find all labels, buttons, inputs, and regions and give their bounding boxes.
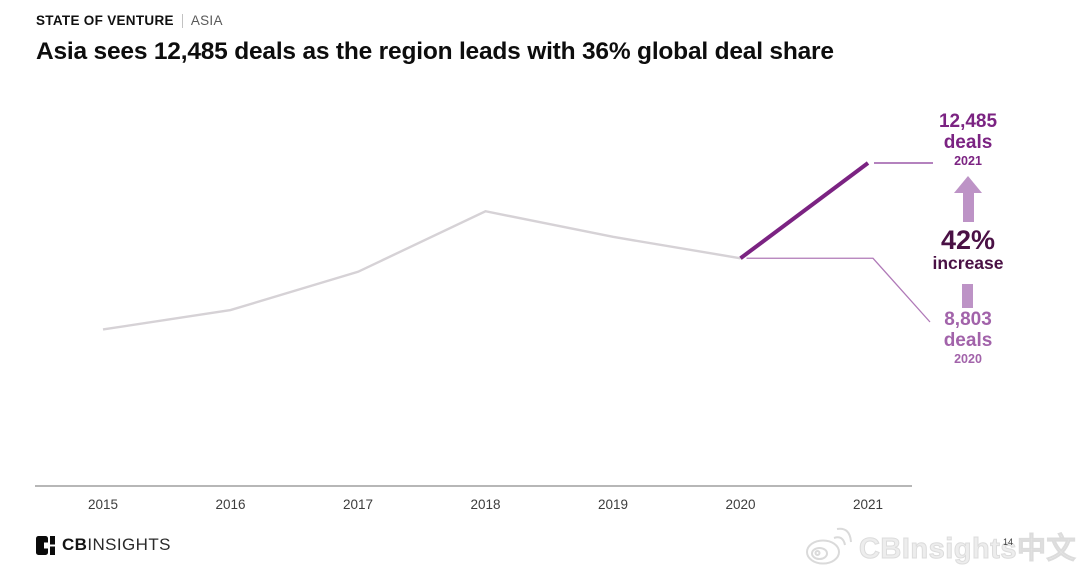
x-tick-label: 2016 [215, 497, 246, 512]
arrow-shaft [962, 193, 974, 222]
cbinsights-wordmark: CBINSIGHTS [62, 535, 171, 555]
report-series-label: STATE OF VENTURE [36, 13, 174, 28]
callout-2020-value: 8,803 [944, 309, 992, 330]
increase-label: increase [932, 253, 1004, 273]
x-tick-label: 2018 [470, 497, 501, 512]
watermark: CBInsights中文 [803, 524, 1076, 568]
x-tick-label: 2020 [725, 497, 756, 512]
page-number: 14 [1003, 537, 1014, 547]
cbinsights-logo-icon [36, 535, 55, 555]
arrow-head [954, 176, 982, 193]
kicker-divider [181, 13, 183, 28]
watermark-text: CBInsights中文 [858, 533, 1076, 566]
wordmark-cb: CB [62, 535, 88, 554]
callout-2021-unit: deals [943, 132, 993, 153]
page-title: Asia sees 12,485 deals as the region lea… [36, 38, 834, 65]
weibo-icon [805, 527, 852, 565]
callout-2020: 8,803 deals 2020 [908, 309, 1028, 366]
wordmark-insights: INSIGHTS [87, 535, 171, 554]
report-kicker: STATE OF VENTURE ASIA [36, 13, 223, 28]
callout-2021-year: 2021 [954, 154, 982, 168]
callout-increase: 42% increase [908, 226, 1028, 273]
callout-2021: 12,485 deals 2021 [908, 111, 1028, 168]
x-tick-label: 2021 [852, 497, 884, 512]
x-tick-label: 2019 [597, 497, 629, 512]
cbinsights-logo: CBINSIGHTS [36, 535, 171, 555]
report-section-label: ASIA [190, 13, 223, 28]
increase-percent: 42% [940, 225, 996, 255]
x-tick-label: 2017 [342, 497, 374, 512]
connector-dash [962, 284, 973, 308]
x-tick-label: 2015 [87, 497, 119, 512]
increase-arrow-icon [908, 176, 1028, 222]
callout-2021-value: 12,485 [938, 111, 998, 132]
callout-2020-year: 2020 [954, 352, 982, 366]
callout-2020-unit: deals [943, 330, 993, 351]
